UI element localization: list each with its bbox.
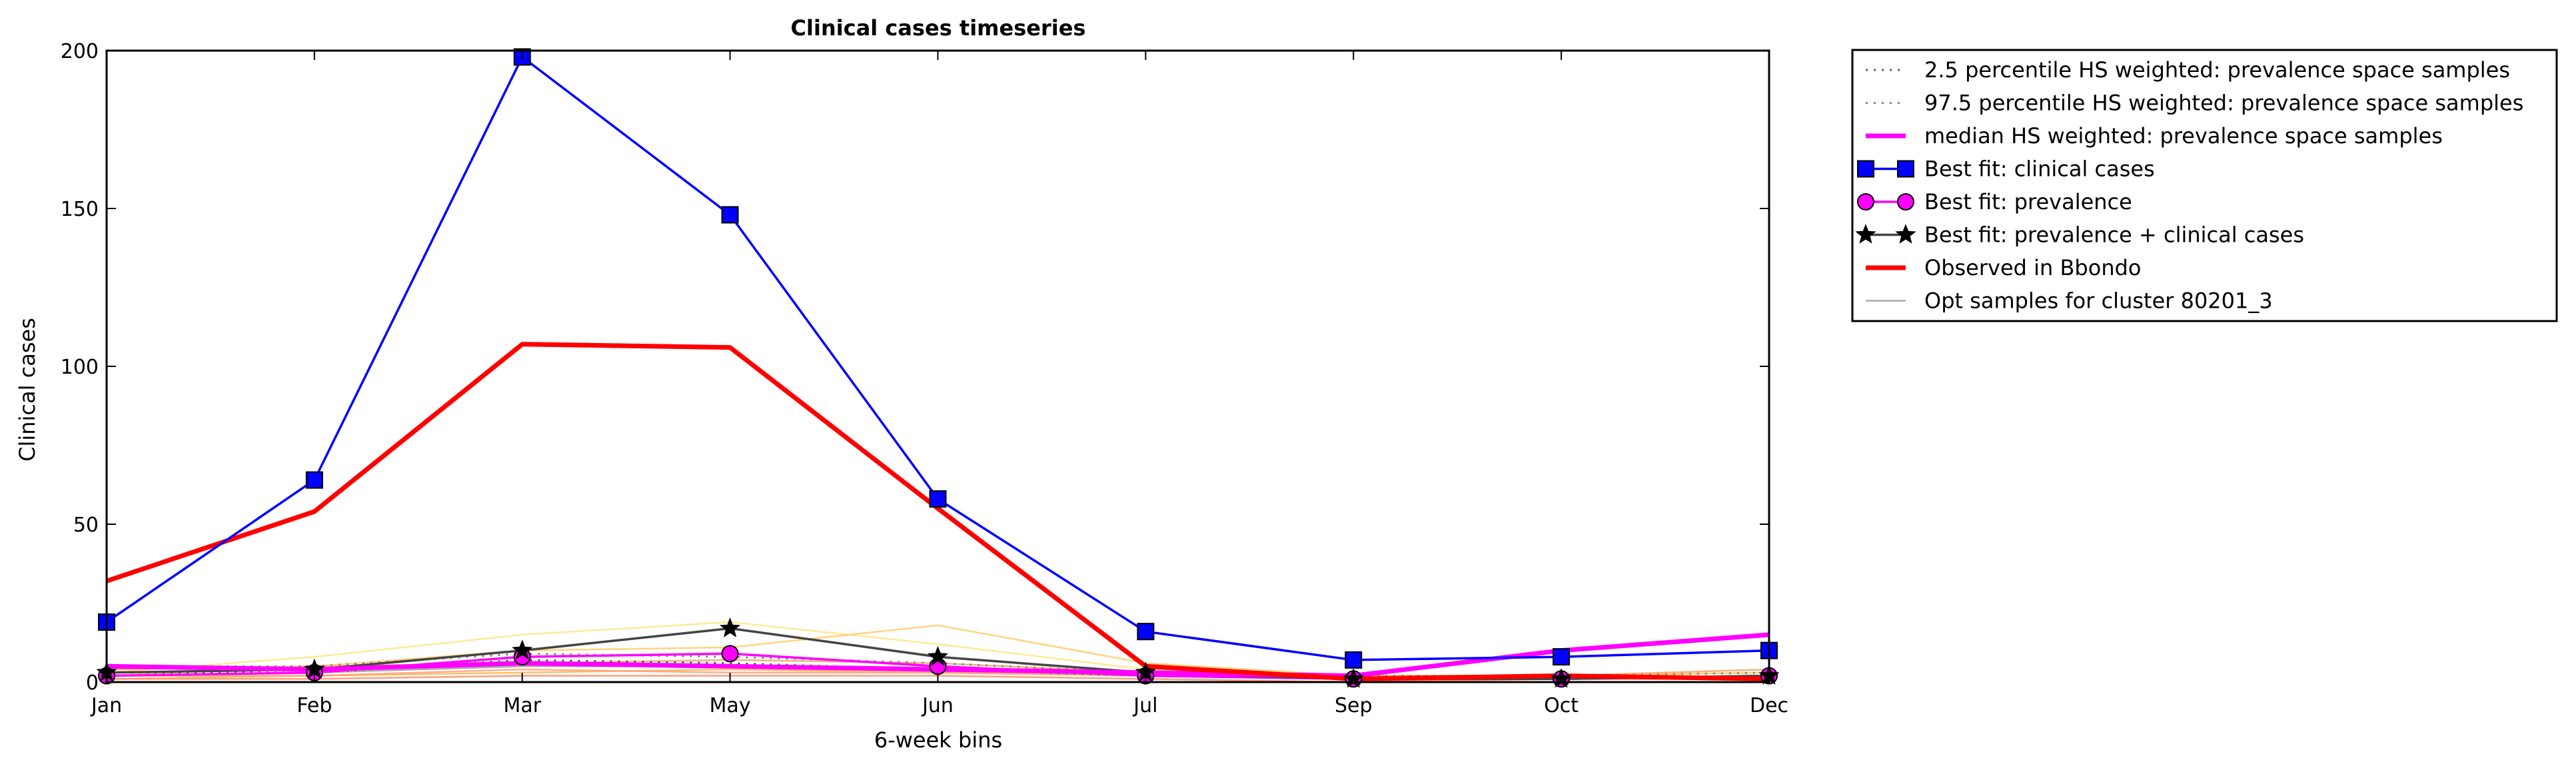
- legend-label-3: Best fit: clinical cases: [1924, 157, 2155, 182]
- legend-label-1: 97.5 percentile HS weighted: prevalence …: [1924, 91, 2523, 116]
- legend-label-2: median HS weighted: prevalence space sam…: [1924, 123, 2443, 149]
- x-tick-label-4: Jun: [921, 694, 954, 717]
- plot-content: [107, 55, 1769, 682]
- y-tick-label-0: 0: [86, 671, 99, 695]
- axes: Jan Feb Mar May Jun Jul Sep Oct Dec 0 50 100 150 200: [61, 40, 1788, 717]
- x-tick-label-0: Jan: [90, 694, 122, 717]
- x-axis-label: 6-week bins: [874, 727, 1002, 753]
- series-3-point-6: [1345, 651, 1363, 669]
- y-tick-label-2: 100: [61, 356, 99, 379]
- chart-title: Clinical cases timeseries: [791, 15, 1086, 41]
- legend-label-5: Best fit: prevalence + clinical cases: [1924, 222, 2304, 248]
- x-tick-label-8: Dec: [1750, 694, 1788, 717]
- legend-label-4: Best fit: prevalence: [1924, 189, 2132, 214]
- series-5-point-3: [720, 617, 741, 637]
- series-3-point-7: [1553, 648, 1571, 666]
- x-tick-label-7: Oct: [1544, 694, 1579, 717]
- series-line-3: [107, 55, 1769, 661]
- legend-label-6: Observed in Bbondo: [1924, 255, 2141, 280]
- legend-marker-start-4: [1857, 193, 1874, 210]
- x-tick-label-2: Mar: [503, 694, 541, 717]
- legend-marker-end-4: [1897, 193, 1914, 210]
- legend-box: [1851, 49, 2558, 322]
- legend-marker-end-3: [1897, 160, 1914, 178]
- plot-area: [96, 48, 1780, 688]
- series-3-point-3: [721, 206, 739, 224]
- legend-marker-end-5: [1895, 224, 1916, 244]
- legend-label-7: Opt samples for cluster 80201_3: [1924, 288, 2273, 314]
- y-tick-label-1: 50: [73, 514, 99, 537]
- x-tick-label-6: Sep: [1335, 694, 1373, 717]
- series-3-point-4: [929, 490, 947, 508]
- x-tick-label-1: Feb: [297, 694, 332, 717]
- y-axis-label: Clinical cases: [15, 318, 40, 462]
- legend: 2.5 percentile HS weighted: prevalence s…: [1851, 49, 2558, 322]
- legend-label-0: 2.5 percentile HS weighted: prevalence s…: [1924, 57, 2510, 83]
- x-tick-label-5: Jul: [1132, 694, 1157, 717]
- series-5-point-4: [927, 645, 949, 666]
- series-line-6: [107, 342, 1769, 681]
- y-tick-label-3: 150: [61, 198, 99, 221]
- legend-marker-start-3: [1857, 160, 1874, 178]
- plot-frame: [105, 49, 1770, 683]
- legend-marker-start-5: [1855, 224, 1876, 244]
- x-tick-label-3: May: [710, 694, 751, 717]
- series-4-point-3: [721, 645, 739, 663]
- series-5-point-2: [512, 639, 533, 659]
- series-3-point-5: [1137, 623, 1155, 641]
- series-3-point-1: [305, 471, 323, 489]
- y-tick-label-4: 200: [61, 40, 99, 63]
